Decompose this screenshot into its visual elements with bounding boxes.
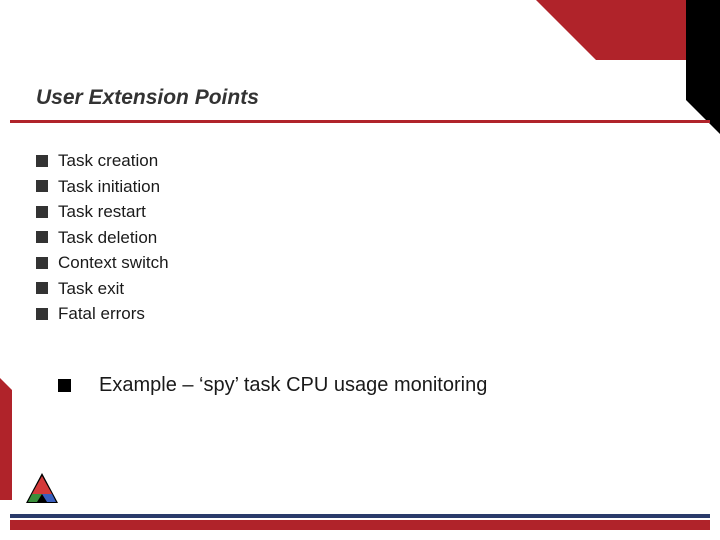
square-bullet-icon	[36, 308, 48, 320]
list-item-label: Fatal errors	[58, 301, 145, 327]
bottom-bar-blue	[10, 514, 710, 518]
list-item-label: Task restart	[58, 199, 146, 225]
list-item: Task initiation	[36, 174, 169, 200]
example-line: Example – ‘spy’ task CPU usage monitorin…	[58, 374, 487, 397]
list-item-label: Task initiation	[58, 174, 160, 200]
square-bullet-icon	[36, 282, 48, 294]
square-bullet-icon	[36, 180, 48, 192]
title-underline	[10, 120, 710, 123]
square-bullet-icon	[36, 257, 48, 269]
list-item-label: Task creation	[58, 148, 158, 174]
list-item: Task creation	[36, 148, 169, 174]
list-item: Task restart	[36, 199, 169, 225]
list-item-label: Context switch	[58, 250, 169, 276]
square-bullet-icon	[58, 379, 71, 392]
square-bullet-icon	[36, 206, 48, 218]
list-item: Task deletion	[36, 225, 169, 251]
example-text: Example – ‘spy’ task CPU usage monitorin…	[99, 374, 487, 397]
list-item: Task exit	[36, 276, 169, 302]
bottom-bar-red	[10, 520, 710, 530]
list-item: Fatal errors	[36, 301, 169, 327]
list-item-label: Task deletion	[58, 225, 157, 251]
slide-title: User Extension Points	[36, 86, 259, 110]
list-item: Context switch	[36, 250, 169, 276]
slide: User Extension Points Task creation Task…	[0, 0, 720, 540]
corner-accent-red	[596, 0, 686, 60]
square-bullet-icon	[36, 155, 48, 167]
square-bullet-icon	[36, 231, 48, 243]
triangle-logo-icon	[22, 470, 62, 510]
left-accent-bar	[0, 390, 12, 500]
list-item-label: Task exit	[58, 276, 124, 302]
bullet-list: Task creation Task initiation Task resta…	[36, 148, 169, 327]
corner-accent-black	[686, 0, 720, 100]
